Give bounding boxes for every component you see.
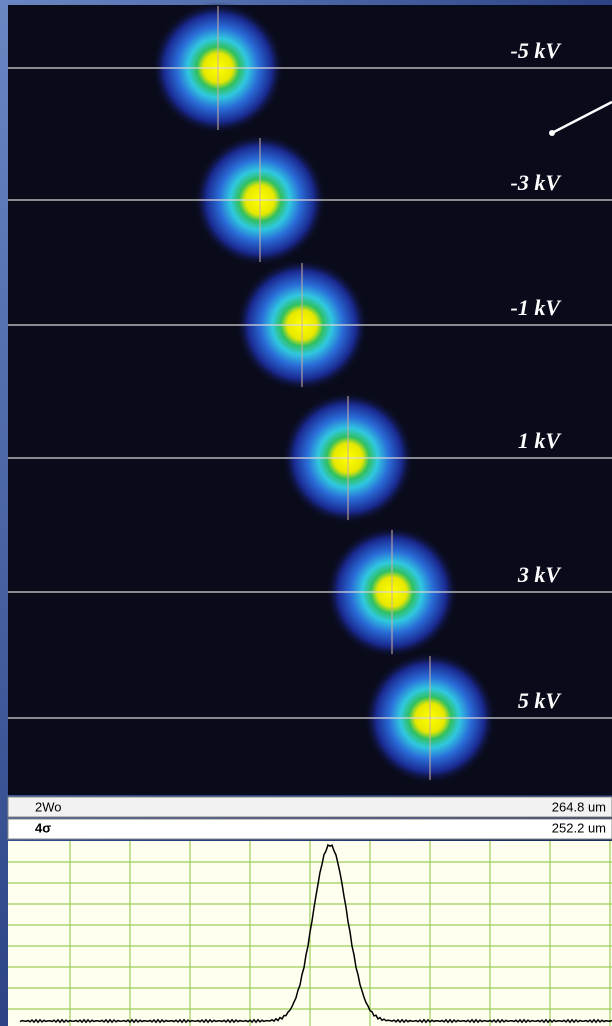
measure-name: 4σ — [35, 820, 51, 835]
pointer-dot — [549, 130, 555, 136]
row-bg — [8, 819, 612, 839]
voltage-label: -3 kV — [511, 170, 563, 195]
measure-value: 252.2 um — [552, 820, 606, 835]
row-bg — [8, 797, 612, 817]
beam-image — [8, 5, 612, 795]
voltage-label: 5 kV — [518, 688, 563, 713]
measure-name: 2Wo — [35, 799, 62, 814]
screen: -5 kV -3 kV -1 kV 1 kV 3 kV 5 kV 2Wo 264.8 um… — [0, 0, 612, 1026]
voltage-label: -5 kV — [511, 38, 563, 63]
voltage-label: -1 kV — [511, 295, 563, 320]
voltage-label: 1 kV — [518, 428, 563, 453]
measure-value: 264.8 um — [552, 799, 606, 814]
voltage-label: 3 kV — [517, 562, 563, 587]
